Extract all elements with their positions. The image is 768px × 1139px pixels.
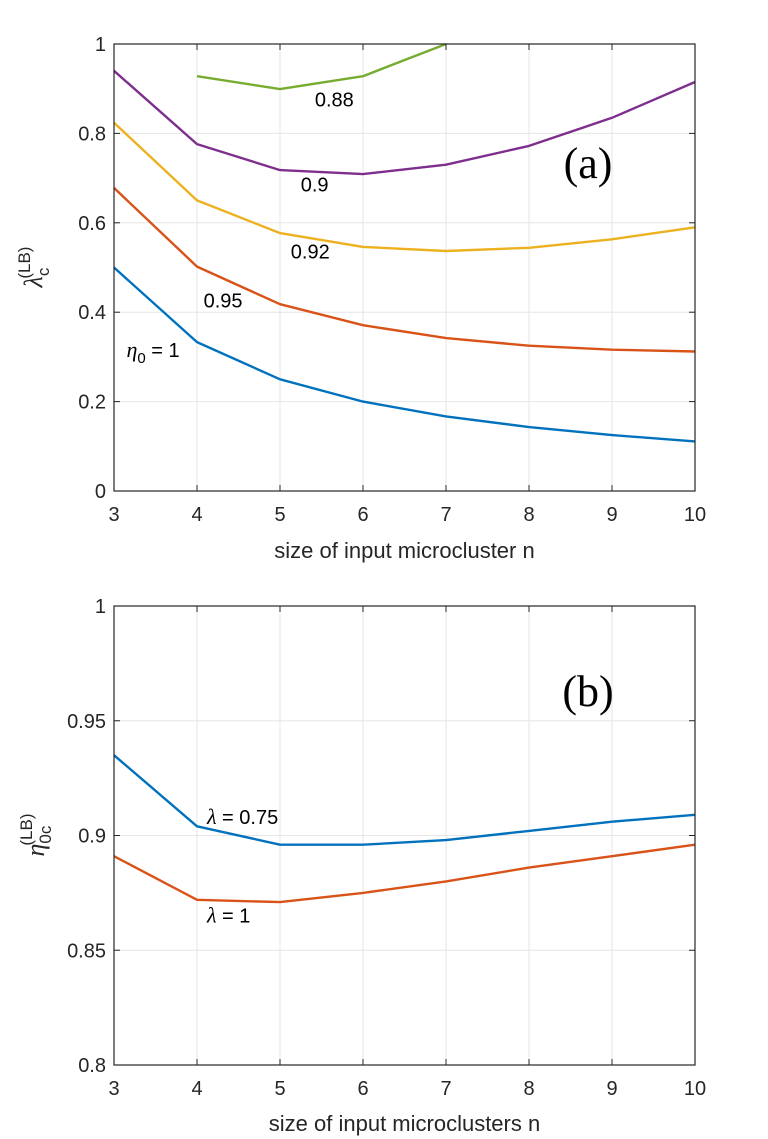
panel-a-ytick-label: 0.4 <box>78 302 106 324</box>
panel-a-series-line-0_95 <box>113 187 696 353</box>
panel-b-xtick-label: 4 <box>191 1078 202 1100</box>
panel-b-xtick-label: 6 <box>357 1078 368 1100</box>
panel-b-y-axis-label: η0c(LB) <box>17 814 55 857</box>
panel-a-xtick-label: 3 <box>108 504 119 526</box>
panel-a-y-axis-label: λc(LB) <box>15 247 53 289</box>
panel-b-ytick-label: 0.9 <box>78 826 106 848</box>
panel-b-xtick-label: 9 <box>606 1078 617 1100</box>
panel-a-annotation: 0.92 <box>291 242 330 264</box>
panel-b-annotation: λ = 1 <box>206 903 250 928</box>
panel-a-ytick-label: 1 <box>95 34 106 56</box>
panel-b-ytick-label: 0.8 <box>78 1055 106 1077</box>
panel-a-series-line-0_9 <box>113 69 696 176</box>
panel-b-series-line-0_75 <box>113 754 696 846</box>
panel-b-panel-label: (b) <box>562 667 613 716</box>
panel-a-xtick-label: 4 <box>191 504 202 526</box>
panel-b-ytick-label: 1 <box>95 596 106 618</box>
panel-a-ytick-label: 0 <box>95 481 106 503</box>
panel-a-ytick-label: 0.8 <box>78 123 106 145</box>
panel-a-xtick-label: 10 <box>684 504 706 526</box>
panel-b-xtick-label: 7 <box>440 1078 451 1100</box>
panel-a-xtick-label: 6 <box>357 504 368 526</box>
panel-a-annotation: 0.95 <box>204 291 243 313</box>
panel-a-xtick-label: 8 <box>523 504 534 526</box>
panel-b-annotation: λ = 0.75 <box>206 804 278 829</box>
panel-a-annotation: 0.9 <box>301 175 329 197</box>
panel-a-panel-label: (a) <box>564 139 613 188</box>
panel-b-xtick-label: 10 <box>684 1078 706 1100</box>
panel-a-annotation: η0 = 1 <box>126 337 179 367</box>
panel-b-series-line-1 <box>113 843 696 904</box>
panel-b: 3 4 5 6 7 8 9 10 0.8 0.85 0.9 0.95 1 size of input mi… <box>17 596 706 1136</box>
panel-a-x-axis-label: size of input microcluster n <box>274 538 534 563</box>
panel-b-xtick-label: 3 <box>108 1078 119 1100</box>
panel-b-ytick-label: 0.95 <box>67 711 106 733</box>
panel-b-x-axis-label: size of input microclusters n <box>269 1111 540 1136</box>
panel-a-xtick-label: 5 <box>274 504 285 526</box>
panel-a-xtick-label: 9 <box>606 504 617 526</box>
panel-a-xtick-label: 7 <box>440 504 451 526</box>
panel-a-ytick-label: 0.2 <box>78 392 106 414</box>
panel-b-ytick-label: 0.85 <box>67 940 106 962</box>
panel-b-xtick-label: 5 <box>274 1078 285 1100</box>
panel-a-series-line-1 <box>113 266 696 443</box>
panel-a-series-line-0_88 <box>196 42 447 91</box>
panel-b-xtick-label: 8 <box>523 1078 534 1100</box>
panel-a-series-line-0_92 <box>113 121 696 253</box>
panel-a-annotation: 0.88 <box>315 90 354 112</box>
panel-a: 3 4 5 6 7 8 9 10 0 0.2 0.4 0.6 0.8 1 size of input mic… <box>15 34 706 563</box>
panel-a-axes-box <box>113 43 696 492</box>
panel-a-ytick-label: 0.6 <box>78 213 106 235</box>
